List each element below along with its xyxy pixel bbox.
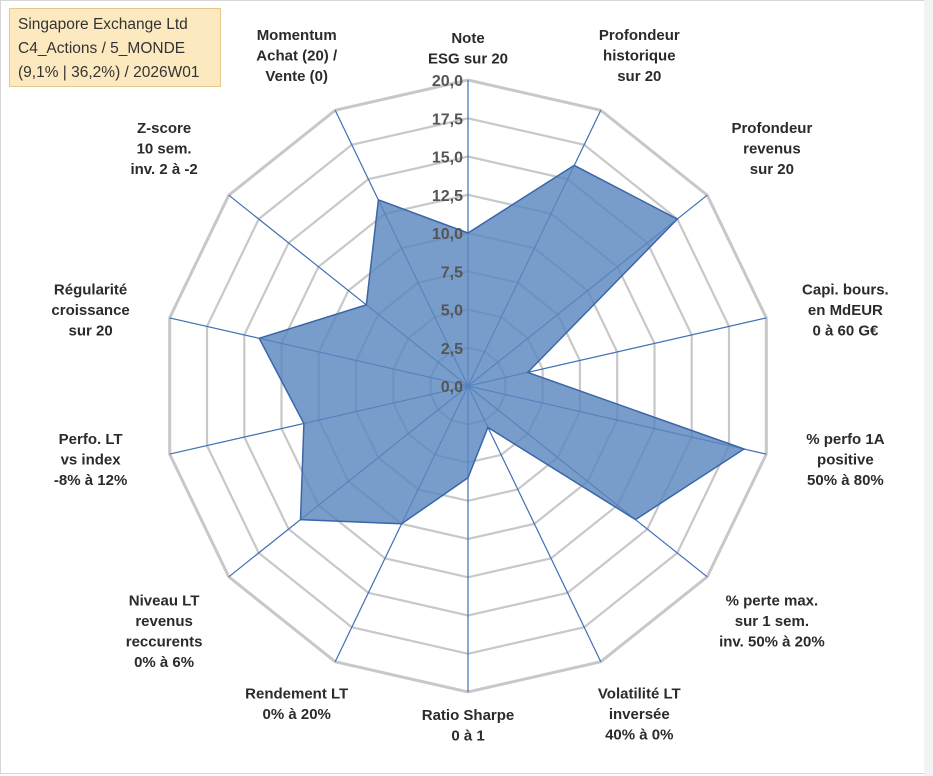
axis-label-5: % perfo 1A positive 50% à 80% xyxy=(806,431,885,489)
axis-label-line: Régularité xyxy=(54,282,127,299)
axis-label-line: % perte max. xyxy=(726,593,819,610)
axis-label-line: Note xyxy=(451,30,484,47)
axis-label-line: croissance xyxy=(51,302,129,319)
axis-label-8: Ratio Sharpe 0 à 1 xyxy=(422,707,515,745)
tick-label-4: 10,0 xyxy=(432,226,463,243)
axis-label-line: revenus xyxy=(135,613,193,630)
axis-label-line: inv. 2 à -2 xyxy=(130,161,197,178)
axis-label-line: Perfo. LT xyxy=(59,431,123,448)
axis-label-14: Momentum Achat (20) / Vente (0) xyxy=(256,27,338,85)
axis-label-line: 0% à 6% xyxy=(134,654,194,671)
axis-label-9: Rendement LT 0% à 20% xyxy=(245,686,348,724)
axis-label-line: Achat (20) / xyxy=(256,47,338,64)
company-name: Singapore Exchange Ltd xyxy=(18,16,188,33)
axis-label-11: Perfo. LT vs index -8% à 12% xyxy=(54,431,127,489)
axis-label-10: Niveau LT revenus reccurents 0% à 6% xyxy=(126,593,203,672)
axis-label-13: Z-score 10 sem. inv. 2 à -2 xyxy=(130,120,197,178)
axis-label-line: -8% à 12% xyxy=(54,472,127,489)
info-box: Singapore Exchange Ltd C4_Actions / 5_MO… xyxy=(9,8,221,87)
axis-label-line: Rendement LT xyxy=(245,686,348,703)
axis-label-line: Capi. bours. xyxy=(802,282,889,299)
axis-label-12: Régularité croissance sur 20 xyxy=(51,282,129,340)
radar-tick-labels: 0,0 2,5 5,0 7,5 10,0 12,5 15,0 17,5 20,0 xyxy=(432,73,463,396)
axis-label-line: Niveau LT xyxy=(129,593,200,610)
axis-label-1: Note ESG sur 20 xyxy=(428,30,508,68)
window-edge xyxy=(924,0,933,776)
axis-label-line: ESG sur 20 xyxy=(428,51,508,68)
axis-spoke-7 xyxy=(467,385,602,662)
axis-label-line: sur 20 xyxy=(617,68,661,85)
axis-label-line: Profondeur xyxy=(731,120,812,137)
axis-label-4: Capi. bours. en MdEUR 0 à 60 G€ xyxy=(802,282,889,340)
axis-label-line: reccurents xyxy=(126,634,203,651)
category-label: C4_Actions / 5_MONDE xyxy=(18,40,186,57)
axis-label-line: 0 à 1 xyxy=(451,728,484,745)
axis-label-line: Ratio Sharpe xyxy=(422,707,515,724)
axis-label-line: Vente (0) xyxy=(265,68,328,85)
tick-label-0: 0,0 xyxy=(441,379,463,396)
axis-label-7: Volatilité LT inversée 40% à 0% xyxy=(598,686,681,744)
axis-label-line: historique xyxy=(603,47,676,64)
axis-label-line: sur 20 xyxy=(750,161,794,178)
axis-label-6: % perte max. sur 1 sem. inv. 50% à 20% xyxy=(719,593,825,651)
axis-label-line: Profondeur xyxy=(599,27,680,44)
axis-label-line: Momentum xyxy=(257,27,337,44)
tick-label-5: 12,5 xyxy=(432,188,463,205)
axis-label-2: Profondeur historique sur 20 xyxy=(599,27,680,85)
tick-label-6: 15,0 xyxy=(432,150,463,167)
axis-label-line: sur 20 xyxy=(68,323,112,340)
tick-label-3: 7,5 xyxy=(441,264,463,281)
axis-label-line: inv. 50% à 20% xyxy=(719,634,825,651)
axis-label-line: sur 1 sem. xyxy=(735,613,809,630)
tick-label-8: 20,0 xyxy=(432,73,463,90)
axis-label-line: inversée xyxy=(609,706,670,723)
axis-label-line: 0 à 60 G€ xyxy=(812,323,879,340)
axis-label-line: revenus xyxy=(743,141,801,158)
axis-label-line: 10 sem. xyxy=(137,141,192,158)
tick-label-1: 2,5 xyxy=(441,341,463,358)
axis-label-line: en MdEUR xyxy=(808,302,883,319)
axis-label-line: Volatilité LT xyxy=(598,686,681,703)
axis-label-line: % perfo 1A xyxy=(806,431,885,448)
axis-label-line: 40% à 0% xyxy=(605,727,673,744)
tick-label-2: 5,0 xyxy=(441,303,463,320)
axis-label-line: vs index xyxy=(61,452,122,469)
axis-label-line: positive xyxy=(817,452,874,469)
series-area xyxy=(258,164,746,525)
axis-label-line: 50% à 80% xyxy=(807,472,884,489)
axis-label-3: Profondeur revenus sur 20 xyxy=(731,120,812,178)
period-label: (9,1% | 36,2%) / 2026W01 xyxy=(18,64,200,81)
axis-label-line: 0% à 20% xyxy=(263,706,331,723)
radar-series xyxy=(258,164,746,525)
tick-label-7: 17,5 xyxy=(432,111,463,128)
axis-label-line: Z-score xyxy=(137,120,191,137)
radar-axis-labels: Note ESG sur 20 Profondeur historique sur 20… xyxy=(51,27,888,745)
